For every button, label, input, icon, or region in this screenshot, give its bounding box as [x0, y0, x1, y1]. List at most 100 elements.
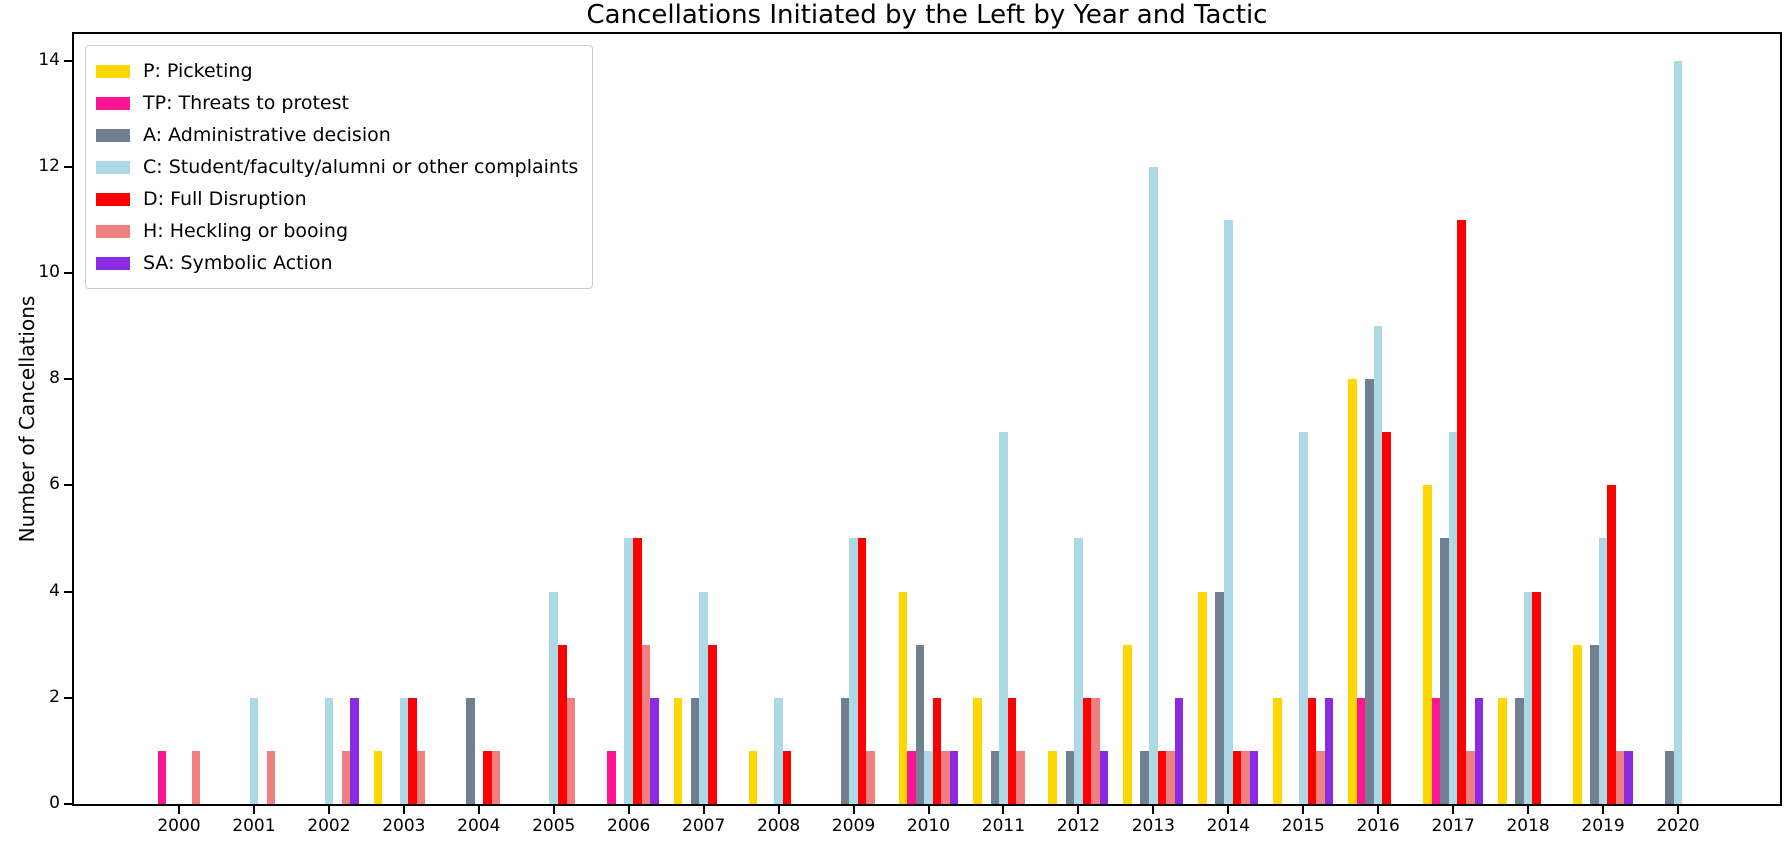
- bar-P-2011: [973, 697, 983, 804]
- bar-H-2001: [266, 750, 276, 804]
- bar-P-2016: [1348, 379, 1357, 804]
- bar-SA-2019: [1624, 750, 1634, 804]
- bar-TP-2010: [907, 750, 916, 804]
- x-tick-label: 2011: [981, 816, 1026, 836]
- bar-P-2014: [1198, 591, 1207, 804]
- bar-H-2019: [1615, 750, 1625, 804]
- legend-swatch-H: [96, 224, 130, 238]
- x-tick-label: 2018: [1506, 816, 1550, 836]
- bar-C-2019: [1598, 538, 1608, 804]
- x-tick-mark: [1602, 806, 1605, 814]
- bar-D-2019: [1607, 485, 1616, 804]
- bar-D-2016: [1382, 432, 1392, 804]
- bar-D-2015: [1307, 697, 1317, 804]
- bar-SA-2010: [949, 750, 959, 804]
- bar-C-2015: [1298, 432, 1308, 804]
- x-tick-label: 2005: [532, 816, 576, 836]
- legend-item-C: C: Student/faculty/alumni or other compl…: [96, 151, 578, 183]
- x-tick-label: 2001: [232, 816, 276, 836]
- bar-SA-2012: [1099, 750, 1109, 804]
- bar-SA-2013: [1174, 697, 1184, 804]
- bar-D-2013: [1157, 750, 1167, 804]
- bar-D-2007: [707, 644, 717, 804]
- x-tick-label: 2000: [157, 816, 201, 836]
- bar-A-2009: [840, 697, 850, 804]
- bar-H-2017: [1466, 750, 1475, 804]
- x-tick-label: 2004: [457, 816, 501, 836]
- legend-item-A: A: Administrative decision: [96, 119, 578, 151]
- bar-SA-2017: [1474, 697, 1484, 804]
- bar-A-2017: [1440, 538, 1449, 804]
- bar-D-2014: [1232, 750, 1242, 804]
- bar-D-2009: [857, 538, 867, 804]
- y-tick-mark: [64, 696, 72, 699]
- bar-SA-2002: [350, 697, 359, 804]
- plot-area: P: Picketing TP: Threats to protest A: Adm…: [72, 32, 1782, 806]
- bar-A-2010: [915, 644, 925, 804]
- legend-swatch-A: [96, 128, 130, 142]
- bar-P-2003: [373, 750, 383, 804]
- chart-title: Cancellations Initiated by the Left by Y…: [586, 0, 1268, 30]
- legend-label-H: H: Heckling or booing: [143, 220, 349, 242]
- x-tick-mark: [327, 806, 330, 814]
- legend-swatch-P: [96, 64, 130, 78]
- bar-H-2011: [1016, 750, 1025, 804]
- bar-P-2013: [1123, 644, 1132, 804]
- bar-P-2019: [1573, 644, 1582, 804]
- bar-C-2007: [699, 591, 708, 804]
- bar-C-2013: [1149, 166, 1158, 804]
- y-tick-mark: [64, 271, 72, 274]
- bar-C-2018: [1523, 591, 1533, 804]
- bar-P-2012: [1048, 750, 1057, 804]
- x-tick-mark: [402, 806, 405, 814]
- x-tick-label: 2007: [682, 816, 726, 836]
- bar-A-2013: [1140, 750, 1150, 804]
- bar-D-2018: [1532, 591, 1541, 804]
- bar-C-2012: [1074, 538, 1083, 804]
- legend-item-H: H: Heckling or booing: [96, 215, 578, 247]
- legend-label-TP: TP: Threats to protest: [143, 92, 349, 114]
- bar-C-2010: [924, 750, 933, 804]
- legend-item-SA: SA: Symbolic Action: [96, 247, 578, 279]
- x-tick-mark: [1077, 806, 1080, 814]
- x-tick-label: 2017: [1431, 816, 1475, 836]
- x-tick-label: 2013: [1131, 816, 1175, 836]
- bar-H-2004: [491, 750, 501, 804]
- bar-C-2014: [1224, 219, 1233, 804]
- y-tick-mark: [64, 590, 72, 593]
- x-tick-mark: [252, 806, 255, 814]
- x-tick-mark: [702, 806, 705, 814]
- y-tick-label: 10: [38, 261, 60, 282]
- bar-H-2000: [191, 750, 201, 804]
- bar-D-2005: [558, 644, 567, 804]
- bar-C-2001: [249, 697, 259, 804]
- x-tick-label: 2009: [831, 816, 876, 836]
- bar-H-2002: [341, 750, 351, 804]
- bar-SA-2014: [1249, 750, 1259, 804]
- x-tick-mark: [777, 806, 780, 814]
- bar-H-2012: [1091, 697, 1100, 804]
- bar-P-2007: [673, 697, 683, 804]
- bar-C-2017: [1448, 432, 1458, 804]
- bar-A-2012: [1065, 750, 1075, 804]
- bar-P-2015: [1273, 697, 1282, 804]
- legend-swatch-SA: [96, 256, 130, 270]
- y-tick-label: 12: [38, 155, 60, 176]
- bar-C-2006: [624, 538, 633, 804]
- bar-D-2012: [1082, 697, 1092, 804]
- bar-TP-2017: [1431, 697, 1441, 804]
- bar-SA-2015: [1324, 697, 1334, 804]
- legend-label-SA: SA: Symbolic Action: [143, 252, 333, 274]
- bar-A-2019: [1590, 644, 1599, 804]
- bar-H-2005: [566, 697, 576, 804]
- legend-item-P: P: Picketing: [96, 55, 578, 87]
- x-tick-label: 2003: [382, 816, 426, 836]
- y-axis-label: Number of Cancellations: [15, 295, 39, 543]
- bar-D-2017: [1457, 219, 1466, 804]
- bar-A-2014: [1215, 591, 1224, 804]
- legend: P: Picketing TP: Threats to protest A: Adm…: [85, 45, 594, 289]
- legend-item-TP: TP: Threats to protest: [96, 87, 578, 119]
- x-tick-mark: [927, 806, 930, 814]
- bar-C-2002: [324, 697, 334, 804]
